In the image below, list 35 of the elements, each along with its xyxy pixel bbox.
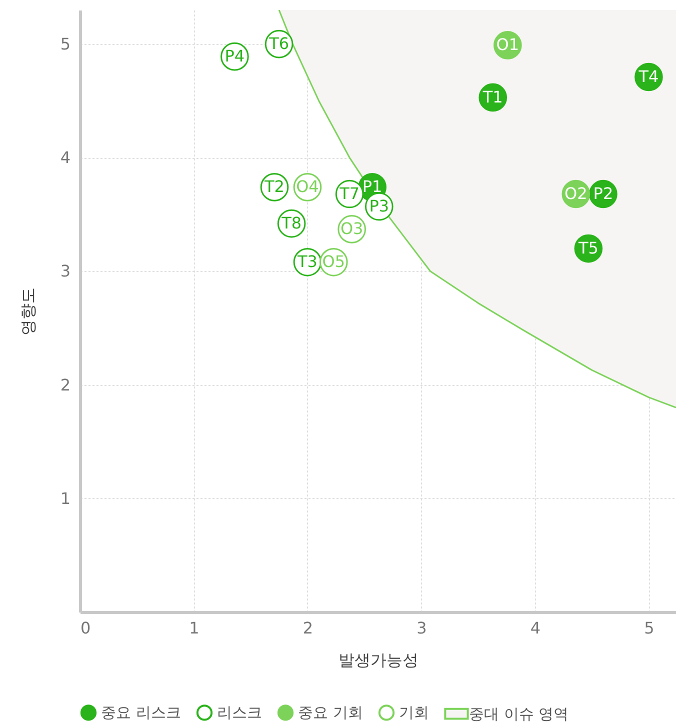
y-axis-title: 영향도 [18, 288, 38, 336]
y-tick-label: 1 [60, 488, 70, 508]
data-label: T3 [296, 252, 318, 272]
y-tick-label: 2 [60, 375, 70, 394]
x-axis-title: 발생가능성 [338, 650, 418, 670]
data-label: T6 [268, 34, 290, 54]
data-label: T2 [264, 177, 284, 196]
y-tick-label: 4 [60, 148, 70, 168]
x-tick-label: 0 [80, 618, 91, 638]
data-label: P1 [362, 177, 382, 196]
legend-label: 기회 [399, 704, 429, 722]
data-label: T7 [338, 184, 360, 204]
data-label: T1 [482, 87, 503, 106]
x-tick-label: 2 [302, 618, 314, 638]
data-label: T8 [280, 214, 302, 233]
y-tick-label: 5 [60, 34, 70, 54]
data-label: T5 [577, 238, 598, 258]
data-label: O5 [322, 252, 346, 272]
data-label: P4 [224, 46, 245, 66]
x-tick-label: 3 [416, 618, 427, 638]
legend-label: 중요 기회 [298, 704, 363, 722]
x-tick-label: 5 [644, 618, 654, 638]
y-tick-label: 3 [60, 262, 70, 281]
data-label: O4 [296, 177, 319, 196]
x-tick-label: 1 [189, 618, 200, 638]
x-tick-label: 4 [530, 618, 541, 638]
data-label: T4 [638, 67, 659, 86]
data-label: O2 [564, 184, 588, 204]
data-label: P3 [369, 196, 390, 216]
legend-label: 중요 리스크 [101, 704, 181, 722]
data-label: P2 [593, 184, 614, 204]
data-label: O1 [496, 35, 520, 54]
legend-label: 중대 이슈 영역 [469, 704, 569, 723]
legend-label: 리스크 [217, 704, 262, 722]
data-label: O3 [340, 219, 364, 238]
